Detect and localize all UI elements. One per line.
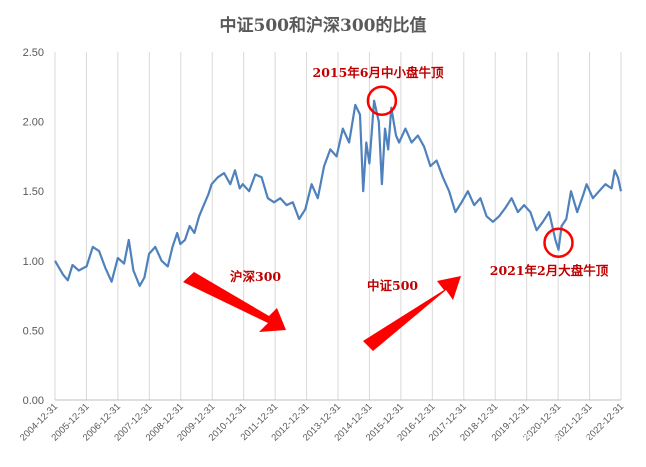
series-line [54,99,623,287]
annotation-2015-peak: 2015年6月中小盘牛顶 [313,65,444,80]
y-tick-label: 0.00 [23,395,44,407]
annotation-circle-2021 [543,227,574,258]
annotation-2021-peak: 2021年2月大盘牛顶 [490,263,609,278]
y-axis: 0.00 0.50 1.00 1.50 2.00 2.50 [23,47,44,407]
annotation-circle-2015 [366,85,398,116]
y-tick-label: 2.50 [23,47,44,59]
y-tick-label: 1.50 [23,186,44,198]
gridlines [54,52,622,400]
chart-title: 中证500和沪深300的比值 [220,15,427,36]
y-tick-label: 1.00 [23,256,44,268]
watermark: 知乎 @盘牛远望号 [518,432,634,449]
label-hs300: 沪深300 [230,269,281,284]
annotations: 2015年6月中小盘牛顶 2021年2月大盘牛顶 沪深300 中证500 [183,65,609,351]
arrow-down [183,272,286,332]
y-tick-label: 0.50 [23,325,44,337]
y-tick-label: 2.00 [23,117,44,129]
label-zz500: 中证500 [367,278,418,293]
arrow-up [363,276,461,351]
